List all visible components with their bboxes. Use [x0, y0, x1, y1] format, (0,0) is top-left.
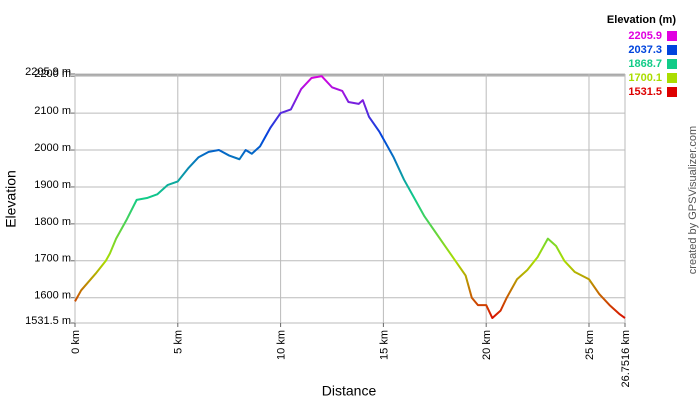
- y-tick-label: 2205.9 m: [25, 66, 71, 78]
- legend-label: 1531.5: [628, 86, 662, 98]
- legend-swatch: [667, 45, 677, 55]
- plot-area: [74, 74, 626, 324]
- legend-swatch: [667, 87, 677, 97]
- legend-label: 1700.1: [628, 72, 662, 84]
- y-tick-label: 2200 m: [34, 68, 71, 80]
- legend-swatch: [667, 59, 677, 69]
- y-axis-label: Elevation: [3, 170, 19, 228]
- x-tick-label: 20 km: [481, 330, 493, 360]
- x-tick-label: 5 km: [173, 330, 185, 354]
- x-tick-label: 0 km: [70, 330, 82, 354]
- credit: created by GPSVisualizer.com: [687, 126, 699, 274]
- y-tick-label: 1600 m: [34, 290, 71, 302]
- legend-title: Elevation (m): [607, 14, 676, 26]
- y-tick-label: 1800 m: [34, 216, 71, 228]
- x-tick-label: 25 km: [584, 330, 596, 360]
- y-tick-label: 1900 m: [34, 179, 71, 191]
- y-tick-label: 1700 m: [34, 253, 71, 265]
- x-tick-label: 10 km: [276, 330, 288, 360]
- legend-swatch: [667, 31, 677, 41]
- x-tick-label: 26.7516 km: [620, 330, 632, 387]
- legend-label: 2205.9: [628, 30, 662, 42]
- y-tick-label: 2100 m: [34, 105, 71, 117]
- x-axis-label: Distance: [322, 383, 377, 399]
- elevation-line: [74, 75, 626, 320]
- legend-swatch: [667, 73, 677, 83]
- legend-label: 1868.7: [628, 58, 662, 70]
- x-tick-label: 15 km: [378, 330, 390, 360]
- y-tick-label: 2000 m: [34, 142, 71, 154]
- y-tick-label: 1531.5 m: [25, 315, 71, 327]
- legend-label: 2037.3: [628, 44, 662, 56]
